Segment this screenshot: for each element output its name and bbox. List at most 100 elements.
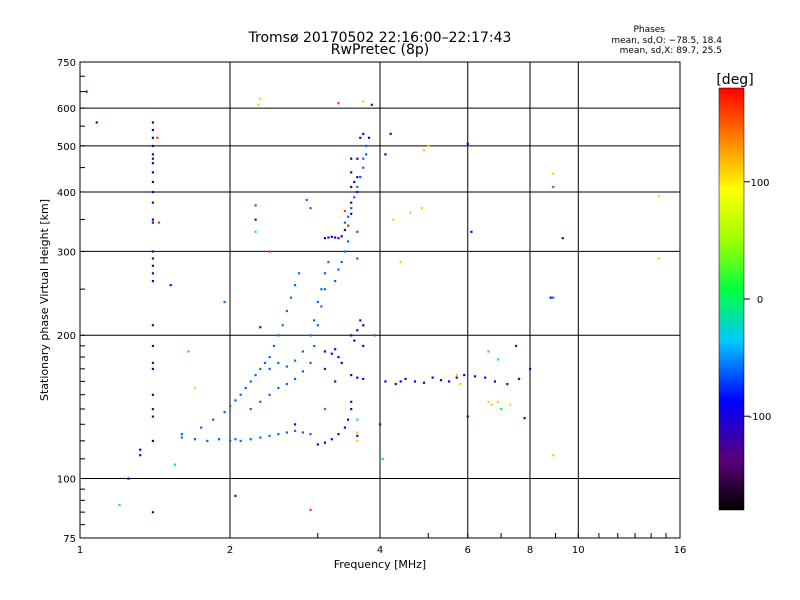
data-point [484, 376, 487, 379]
data-point [212, 418, 215, 421]
data-point [139, 454, 142, 457]
data-point [350, 374, 353, 377]
data-point [359, 175, 362, 179]
data-point [151, 162, 155, 165]
data-point [151, 180, 155, 184]
data-point [151, 361, 155, 365]
data-point [309, 508, 312, 511]
data-point [151, 190, 155, 194]
data-point [313, 319, 316, 322]
data-point [268, 434, 271, 437]
y-tick-label: 600 [57, 104, 76, 115]
data-point [413, 380, 417, 383]
colorbar-tick-label: 100 [750, 178, 769, 189]
y-tick-label: 500 [57, 142, 76, 153]
data-point [394, 382, 397, 386]
data-point [340, 361, 343, 365]
data-point [234, 438, 237, 441]
data-point [350, 171, 353, 174]
data-point [500, 407, 503, 411]
data-point [362, 324, 365, 327]
data-point [359, 319, 362, 322]
data-point [356, 418, 359, 421]
data-point [95, 121, 98, 124]
data-point [254, 204, 257, 207]
data-point [151, 344, 155, 348]
data-point [439, 379, 443, 382]
data-point [254, 218, 257, 221]
colorbar-tick-label: 0 [757, 295, 763, 306]
data-point [343, 209, 347, 213]
data-point [323, 350, 327, 353]
data-point [346, 224, 350, 227]
data-point [151, 272, 155, 275]
colorbar-tick-label: -100 [749, 412, 772, 423]
data-point [173, 463, 177, 466]
data-point [151, 221, 155, 224]
data-point [157, 221, 161, 224]
grid-lines [80, 62, 680, 538]
data-point [350, 400, 353, 403]
data-point [367, 136, 371, 139]
data-point [249, 407, 252, 411]
data-point [459, 382, 462, 386]
data-point [487, 350, 490, 353]
data-point [151, 511, 155, 514]
data-point [309, 433, 312, 436]
data-point [234, 494, 237, 497]
data-point [350, 407, 353, 411]
data-point [254, 374, 257, 377]
data-point [277, 361, 280, 365]
data-points [85, 90, 660, 514]
data-point [356, 230, 359, 233]
data-point [330, 235, 333, 238]
data-point [193, 438, 197, 441]
data-point [309, 334, 312, 337]
data-point [127, 477, 130, 480]
data-point [206, 439, 209, 443]
data-point [249, 438, 252, 441]
data-point [346, 240, 350, 243]
colorbar [718, 87, 745, 511]
data-point [515, 344, 518, 348]
data-point [151, 264, 155, 267]
data-point [305, 198, 308, 202]
data-point [268, 250, 271, 253]
data-point [334, 280, 337, 283]
data-point [350, 201, 353, 204]
data-point [151, 250, 155, 253]
data-point [657, 195, 660, 198]
data-point [350, 207, 353, 210]
data-point [151, 157, 155, 160]
x-tick-label: 16 [674, 545, 687, 556]
data-point [337, 102, 340, 105]
data-point [229, 439, 232, 443]
data-point [487, 400, 490, 403]
data-point [327, 236, 330, 239]
data-point [200, 426, 203, 429]
stats-line-o: mean, sd,O: −78.5, 18.4 [611, 36, 722, 46]
data-point [399, 380, 402, 383]
data-point [301, 370, 305, 373]
data-point [657, 257, 660, 260]
data-point [151, 128, 155, 132]
stats-line-x: mean, sd,X: 89.7, 25.5 [620, 46, 722, 56]
data-point [350, 157, 353, 160]
data-point [399, 261, 402, 264]
data-point [356, 257, 359, 260]
data-point [293, 359, 297, 362]
data-point [356, 376, 359, 379]
data-point [320, 305, 323, 308]
data-point [343, 228, 347, 232]
data-point [422, 381, 426, 384]
data-point [356, 329, 359, 332]
data-point [330, 352, 333, 355]
data-point [180, 433, 183, 436]
data-point [301, 350, 305, 353]
data-point [151, 153, 155, 156]
data-point [323, 367, 327, 371]
data-point [285, 431, 288, 434]
data-point [316, 324, 319, 327]
data-point [447, 380, 451, 383]
